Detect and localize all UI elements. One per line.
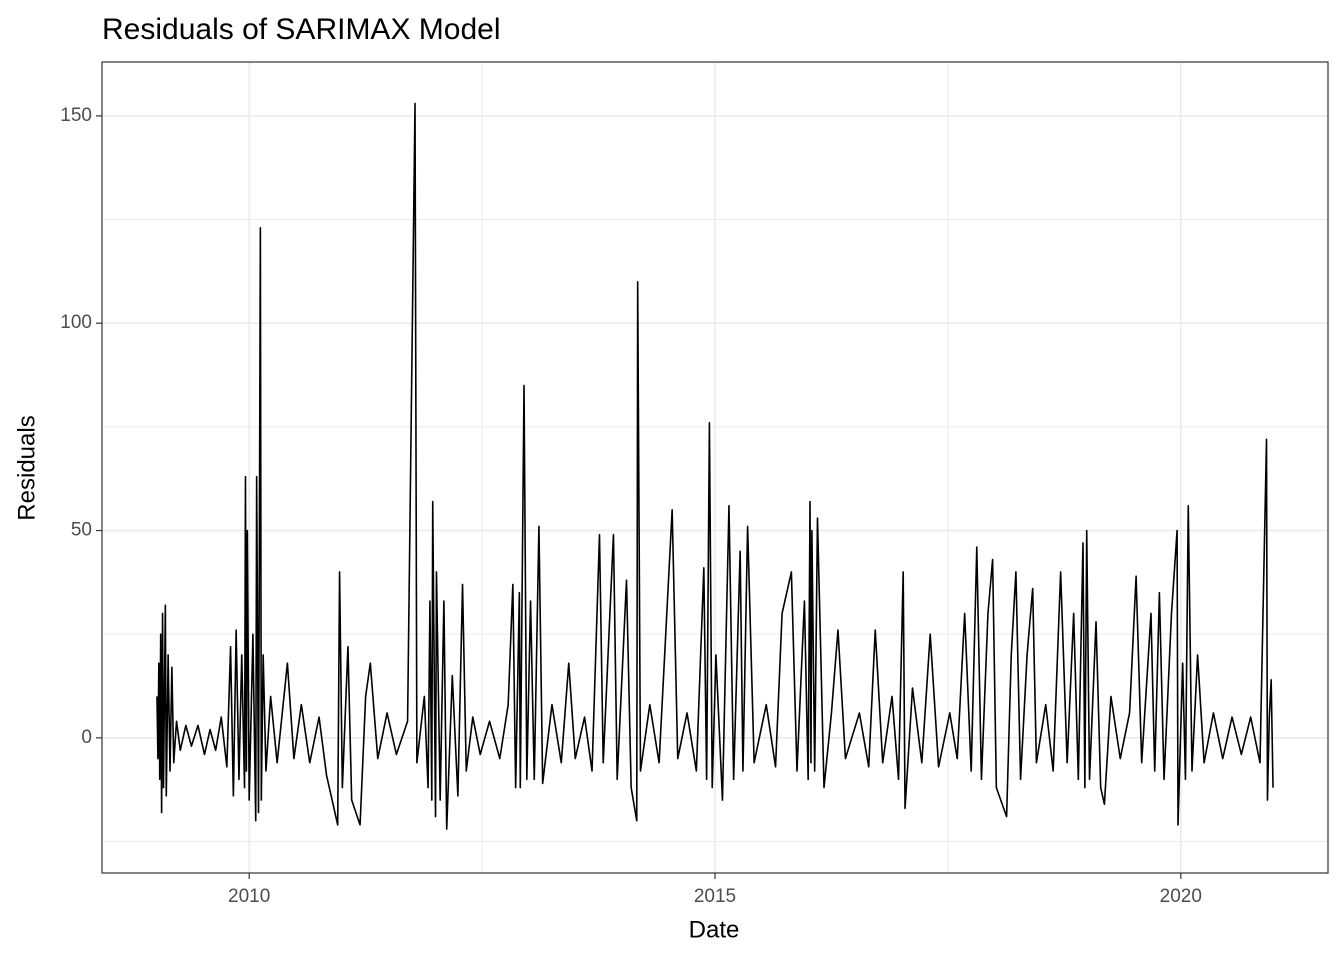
chart-title: Residuals of SARIMAX Model [102, 13, 501, 46]
line [156, 102, 1274, 830]
x-tick-label: 2015 [694, 886, 736, 907]
y-tick-label: 150 [60, 105, 92, 126]
panel-border [101, 61, 1329, 874]
x-tick-label: 2010 [228, 886, 270, 907]
y-axis-title: Residuals [13, 415, 40, 520]
y-tick-label: 100 [60, 312, 92, 333]
x-axis-title: Date [689, 916, 740, 943]
x-tick-label: 2020 [1160, 886, 1202, 907]
y-tick-label: 0 [81, 727, 92, 748]
y-tick-label: 50 [71, 520, 92, 541]
